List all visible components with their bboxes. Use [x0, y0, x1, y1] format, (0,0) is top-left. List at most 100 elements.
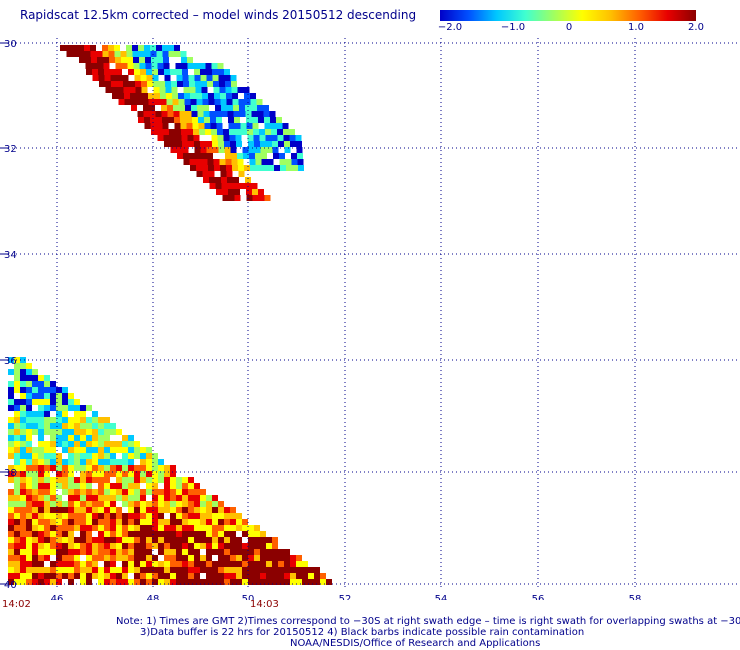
wind-cell [128, 561, 134, 567]
wind-cell [191, 111, 198, 117]
wind-cell [146, 573, 152, 579]
wind-cell [189, 87, 196, 93]
wind-cell [158, 567, 164, 573]
wind-cell [56, 549, 62, 555]
wind-cell [14, 387, 20, 393]
wind-cell [249, 153, 255, 159]
wind-cell [254, 555, 260, 561]
wind-cell [206, 561, 212, 567]
wind-cell [98, 465, 104, 471]
wind-cell [62, 447, 68, 453]
wind-cell [102, 51, 109, 57]
wind-cell [152, 483, 158, 489]
wind-cell [225, 81, 231, 87]
wind-cell [230, 141, 236, 147]
wind-cell [194, 531, 200, 537]
wind-cell [152, 537, 158, 543]
wind-cell [152, 477, 158, 483]
wind-cell [146, 483, 152, 489]
wind-cell [182, 561, 188, 567]
wind-cell [116, 555, 122, 561]
wind-cell [217, 135, 224, 141]
wind-cell [68, 489, 74, 495]
wind-cell [266, 561, 272, 567]
wind-cell [170, 519, 176, 525]
wind-cell [272, 573, 278, 579]
wind-cell [197, 105, 203, 111]
wind-cell [302, 573, 308, 579]
wind-cell [68, 399, 74, 405]
wind-cell [243, 87, 250, 93]
wind-cell [176, 531, 182, 537]
wind-cell [176, 507, 182, 513]
wind-cell [62, 507, 68, 513]
wind-cell [68, 465, 74, 471]
wind-cell [62, 543, 68, 549]
wind-cell [80, 435, 86, 441]
wind-cell [20, 573, 26, 579]
note-line-1: Note: 1) Times are GMT 2)Times correspon… [116, 616, 740, 627]
wind-cell [126, 51, 133, 57]
wind-cell [80, 441, 86, 447]
wind-cell [146, 447, 152, 453]
wind-cell [104, 459, 110, 465]
wind-cell [224, 561, 230, 567]
wind-cell [218, 555, 224, 561]
wind-cell [122, 447, 128, 453]
wind-cell [56, 561, 62, 567]
wind-cell [198, 123, 205, 129]
wind-cell [80, 489, 86, 495]
wind-cell [14, 579, 20, 585]
wind-cell [8, 489, 14, 495]
wind-cell [104, 423, 110, 429]
colorbar-tick-pos1: 1.0 [628, 22, 644, 33]
wind-cell [56, 507, 62, 513]
wind-cell [262, 165, 268, 171]
wind-cell [187, 57, 193, 63]
wind-cell [174, 117, 180, 123]
wind-cell [98, 453, 104, 459]
wind-cell [152, 543, 158, 549]
wind-cell [56, 423, 62, 429]
wind-cell [263, 111, 270, 117]
wind-cell [20, 495, 26, 501]
wind-cell [213, 87, 220, 93]
wind-cell [134, 507, 140, 513]
wind-cell [118, 93, 124, 99]
wind-cell [98, 495, 104, 501]
note-line-3: NOAA/NESDIS/Office of Research and Appli… [290, 638, 541, 649]
wind-cell [224, 555, 230, 561]
wind-cell [122, 477, 128, 483]
wind-cell [182, 513, 188, 519]
wind-cell [14, 441, 20, 447]
wind-cell [164, 465, 170, 471]
wind-cell [38, 555, 44, 561]
wind-cell [302, 567, 308, 573]
wind-cell [38, 489, 44, 495]
wind-cell [152, 567, 158, 573]
swath-time-left: 14:02 [2, 599, 31, 610]
wind-cell [26, 387, 32, 393]
wind-cell [218, 507, 224, 513]
wind-cell [110, 567, 116, 573]
wind-cell [56, 399, 62, 405]
wind-cell [200, 75, 207, 81]
wind-cell [130, 93, 136, 99]
wind-cell [38, 495, 44, 501]
wind-cell [230, 75, 237, 81]
wind-cell [26, 471, 32, 477]
wind-cell [56, 417, 62, 423]
wind-cell [188, 573, 194, 579]
wind-cell [92, 471, 98, 477]
wind-cell [290, 561, 296, 567]
wind-cell [44, 531, 50, 537]
wind-cell [92, 573, 98, 579]
wind-cell [26, 429, 32, 435]
wind-cell [268, 165, 274, 171]
wind-cell [14, 369, 20, 375]
wind-cell [44, 573, 50, 579]
wind-cell [183, 159, 190, 165]
wind-cell [166, 99, 173, 105]
swath-time-right: 14:03 [250, 599, 279, 610]
wind-cell [266, 537, 272, 543]
